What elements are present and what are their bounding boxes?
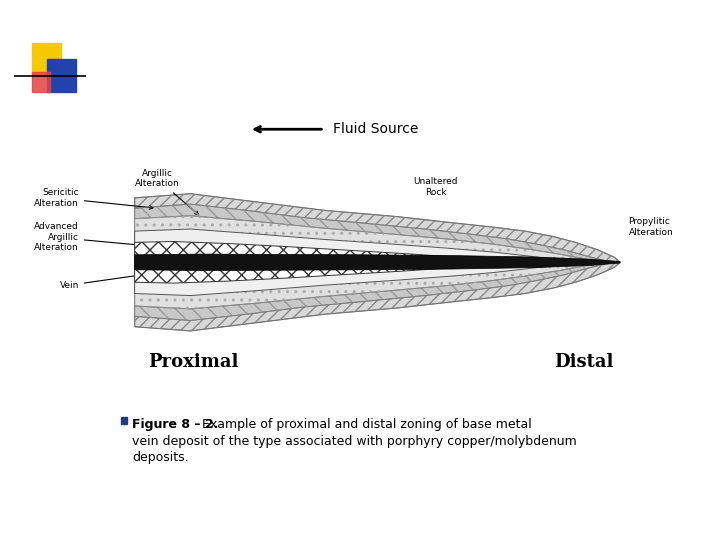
Polygon shape bbox=[135, 241, 536, 283]
Polygon shape bbox=[135, 194, 620, 331]
Bar bbox=[47, 59, 76, 92]
Text: Distal: Distal bbox=[554, 353, 613, 371]
Polygon shape bbox=[135, 229, 593, 295]
Text: Argillic
Alteration: Argillic Alteration bbox=[135, 169, 199, 215]
Polygon shape bbox=[135, 254, 620, 271]
Text: Sericitic
Alteration: Sericitic Alteration bbox=[34, 188, 153, 210]
Text: Fluid Source: Fluid Source bbox=[333, 122, 418, 136]
Bar bbox=[121, 417, 127, 424]
Text: Example of proximal and distal zoning of base metal: Example of proximal and distal zoning of… bbox=[194, 418, 532, 431]
Text: vein deposit of the type associated with porphyry copper/molybdenum: vein deposit of the type associated with… bbox=[132, 435, 577, 448]
Polygon shape bbox=[135, 216, 603, 309]
Text: Advanced
Argillic
Alteration: Advanced Argillic Alteration bbox=[34, 222, 142, 252]
Text: Proximal: Proximal bbox=[148, 353, 238, 371]
Bar bbox=[32, 71, 50, 92]
Text: Unaltered
Rock: Unaltered Rock bbox=[414, 177, 458, 197]
Text: Propylitic
Alteration: Propylitic Alteration bbox=[629, 217, 673, 237]
Bar bbox=[32, 43, 61, 76]
Text: Vein: Vein bbox=[60, 272, 153, 289]
Text: deposits.: deposits. bbox=[132, 451, 189, 464]
Polygon shape bbox=[135, 204, 609, 321]
Text: Figure 8 – 2.: Figure 8 – 2. bbox=[132, 418, 218, 431]
